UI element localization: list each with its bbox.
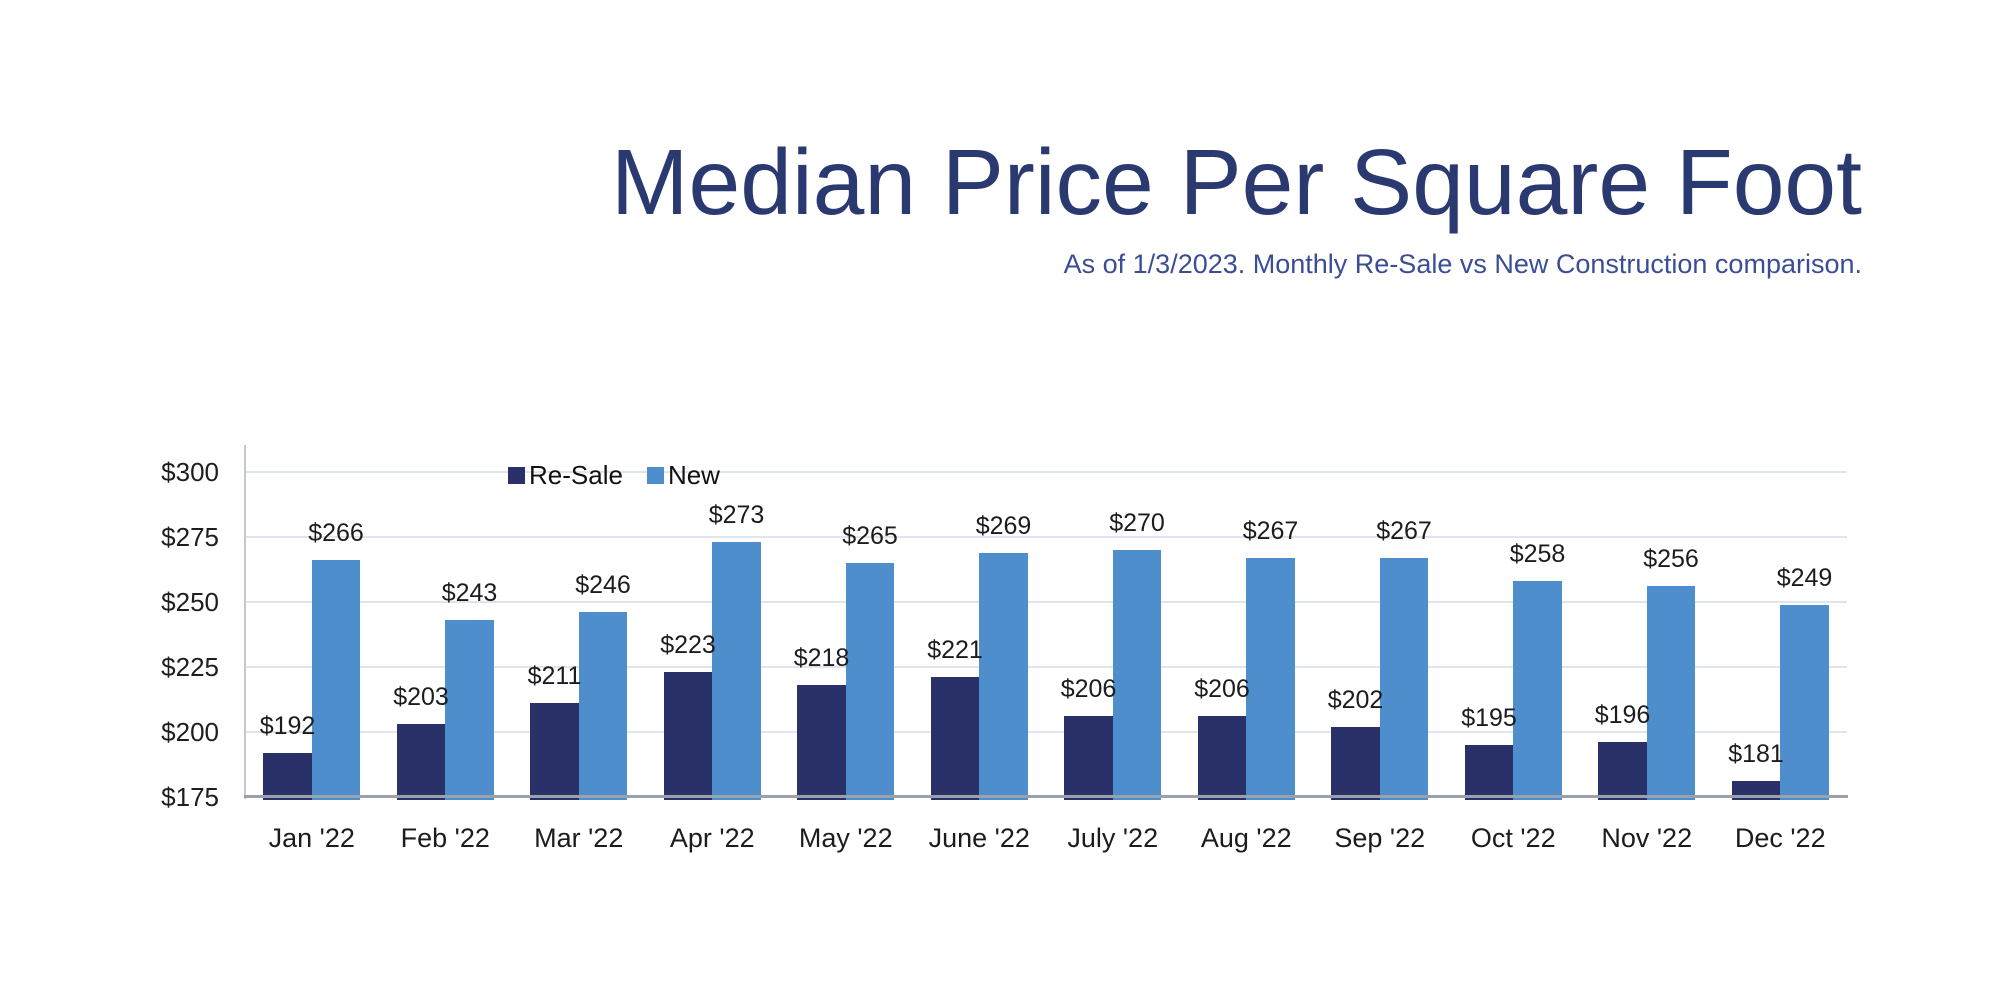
value-label-new-nov-22: $256 <box>1643 545 1699 574</box>
bar-re-sale-aug-22 <box>1197 716 1247 800</box>
bar-re-sale-feb-22 <box>396 724 446 800</box>
bar-re-sale-may-22 <box>797 685 846 800</box>
y-tick-label: $250 <box>161 587 219 617</box>
bar-new-aug-22 <box>1246 557 1295 800</box>
chart-header: Median Price Per Square Foot As of 1/3/2… <box>611 136 1862 278</box>
bar-new-nov-22 <box>1646 586 1696 800</box>
y-tick-label: $200 <box>161 717 219 747</box>
bar-re-sale-mar-22 <box>530 703 579 800</box>
value-label-re-sale-mar-22: $211 <box>527 662 582 691</box>
x-tick-label-nov-22: Nov '22 <box>1601 823 1693 853</box>
new-legend-label: New <box>667 460 720 490</box>
value-label-re-sale-feb-22: $203 <box>393 683 449 712</box>
x-tick-label-july-22: July '22 <box>1067 823 1159 853</box>
gridline <box>245 536 1847 538</box>
chart-subtitle: As of 1/3/2023. Monthly Re-Sale vs New C… <box>1063 249 1862 279</box>
x-tick-label-oct-22: Oct '22 <box>1470 823 1556 853</box>
x-tick-label-sep-22: Sep '22 <box>1334 823 1426 853</box>
new-legend-swatch-icon <box>646 466 664 484</box>
value-label-new-may-22: $265 <box>842 522 898 550</box>
x-tick-label-may-22: May '22 <box>798 823 893 853</box>
value-label-new-july-22: $270 <box>1109 509 1165 537</box>
y-tick-label: $300 <box>161 457 219 487</box>
value-label-re-sale-oct-22: $195 <box>1461 704 1517 732</box>
value-label-re-sale-sep-22: $202 <box>1327 685 1384 714</box>
bar-re-sale-sep-22 <box>1331 726 1380 800</box>
bar-re-sale-june-22 <box>930 677 980 800</box>
x-tick-label-feb-22: Feb '22 <box>400 823 490 853</box>
value-label-re-sale-nov-22: $196 <box>1594 701 1651 730</box>
x-tick-label-apr-22: Apr '22 <box>669 823 755 853</box>
x-tick-label-dec-22: Dec '22 <box>1734 823 1826 853</box>
value-label-new-mar-22: $246 <box>575 571 631 600</box>
x-tick-label-jan-22: Jan '22 <box>268 823 355 853</box>
value-label-re-sale-apr-22: $223 <box>660 631 716 660</box>
value-label-re-sale-aug-22: $206 <box>1194 675 1250 704</box>
bar-new-oct-22 <box>1513 581 1562 800</box>
chart-title: Median Price Per Square Foot <box>611 130 1862 234</box>
value-label-re-sale-june-22: $221 <box>927 636 983 665</box>
x-tick-label-june-22: June '22 <box>928 823 1030 853</box>
gridline <box>245 666 1847 668</box>
legend-item-resale: Re-Sale <box>508 461 623 489</box>
value-label-re-sale-jan-22: $192 <box>259 711 316 740</box>
legend-item-new: New <box>646 460 720 490</box>
bar-re-sale-apr-22 <box>663 672 713 800</box>
y-tick-label: $275 <box>161 522 219 552</box>
value-label-new-aug-22: $267 <box>1242 516 1299 545</box>
bar-new-july-22 <box>1112 550 1162 800</box>
x-tick-label-aug-22: Aug '22 <box>1200 823 1292 853</box>
value-label-new-apr-22: $273 <box>708 501 765 530</box>
gridline <box>245 731 1847 733</box>
value-label-re-sale-july-22: $206 <box>1060 675 1117 704</box>
bar-re-sale-oct-22 <box>1464 745 1514 800</box>
gridline <box>245 601 1847 603</box>
value-label-new-oct-22: $258 <box>1509 540 1566 569</box>
bar-new-feb-22 <box>445 620 494 800</box>
bar-new-dec-22 <box>1780 604 1829 800</box>
y-tick-label: $225 <box>161 652 219 682</box>
bar-new-sep-22 <box>1379 557 1429 800</box>
value-label-new-feb-22: $243 <box>441 579 498 608</box>
value-label-new-dec-22: $249 <box>1776 563 1833 592</box>
x-axis-line <box>244 795 1848 798</box>
value-label-new-sep-22: $267 <box>1376 516 1432 545</box>
value-label-re-sale-may-22: $218 <box>793 644 850 673</box>
value-label-new-june-22: $269 <box>975 511 1032 540</box>
x-tick-label-mar-22: Mar '22 <box>534 823 624 853</box>
bar-new-jan-22 <box>311 560 361 800</box>
legend: Re-Sale New <box>508 461 720 489</box>
resale-legend-label: Re-Sale <box>529 460 623 490</box>
bar-new-mar-22 <box>578 612 628 800</box>
bar-new-june-22 <box>979 552 1028 800</box>
y-tick-label: $175 <box>161 782 219 812</box>
y-axis-line <box>244 445 246 799</box>
bar-new-apr-22 <box>712 542 761 800</box>
gridline <box>245 471 1847 473</box>
bar-re-sale-jan-22 <box>263 752 312 800</box>
value-label-new-jan-22: $266 <box>308 519 364 548</box>
bar-re-sale-july-22 <box>1064 716 1113 800</box>
value-label-re-sale-dec-22: $181 <box>1728 740 1784 769</box>
bar-new-may-22 <box>845 563 895 800</box>
bar-re-sale-nov-22 <box>1598 742 1647 800</box>
resale-legend-swatch-icon <box>508 466 525 484</box>
